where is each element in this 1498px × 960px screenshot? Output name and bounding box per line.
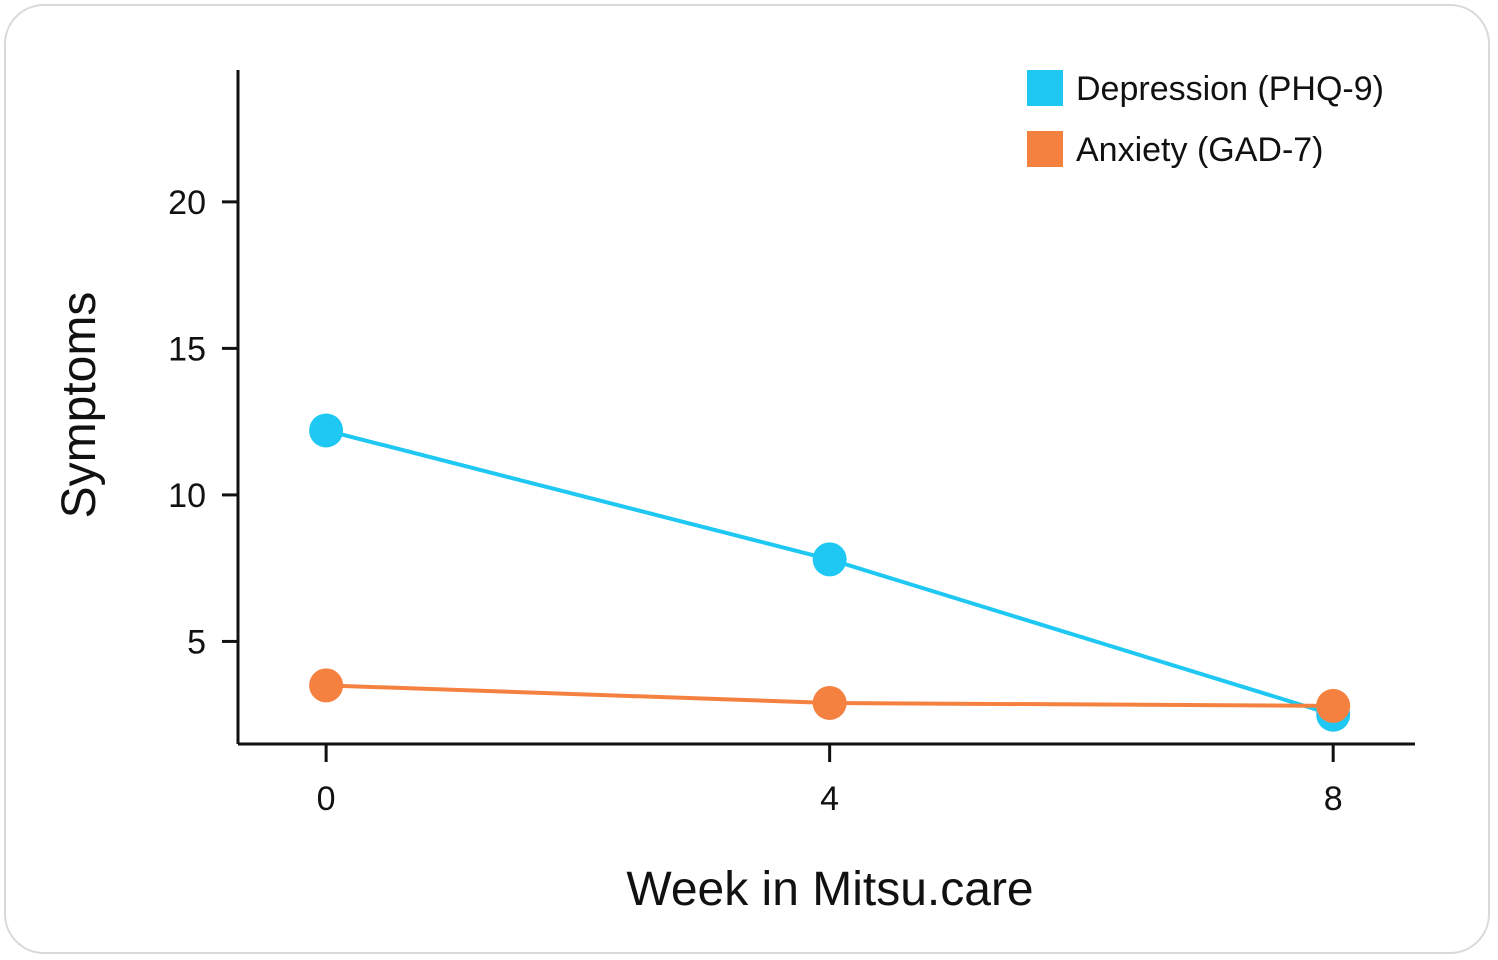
chart-card <box>4 4 1490 954</box>
y-tick-label: 10 <box>168 477 206 515</box>
x-tick-label: 8 <box>1324 780 1343 818</box>
legend-label: Anxiety (GAD-7) <box>1076 131 1324 169</box>
series-depression <box>309 413 1351 732</box>
y-tick-label: 20 <box>168 184 206 222</box>
y-axis-title: Symptoms <box>53 292 106 519</box>
x-tick-label: 0 <box>317 780 336 818</box>
data-point <box>1316 688 1351 723</box>
series-anxiety <box>309 668 1351 723</box>
data-point <box>812 542 847 577</box>
legend-swatch <box>1027 70 1063 106</box>
legend: Depression (PHQ-9) Anxiety (GAD-7) <box>1027 70 1384 169</box>
legend-swatch <box>1027 131 1063 167</box>
legend-label: Depression (PHQ-9) <box>1076 70 1384 108</box>
series-layer <box>309 413 1351 732</box>
y-tick-label: 15 <box>168 330 206 368</box>
y-tick-label: 5 <box>187 623 206 661</box>
data-point <box>309 668 344 703</box>
ticks: 5 10 15 20 0 4 8 <box>168 184 1342 818</box>
data-point <box>812 685 847 720</box>
x-axis-title: Week in Mitsu.care <box>626 863 1033 916</box>
axes <box>236 70 1415 746</box>
x-tick-label: 4 <box>820 780 839 818</box>
data-point <box>309 413 344 448</box>
